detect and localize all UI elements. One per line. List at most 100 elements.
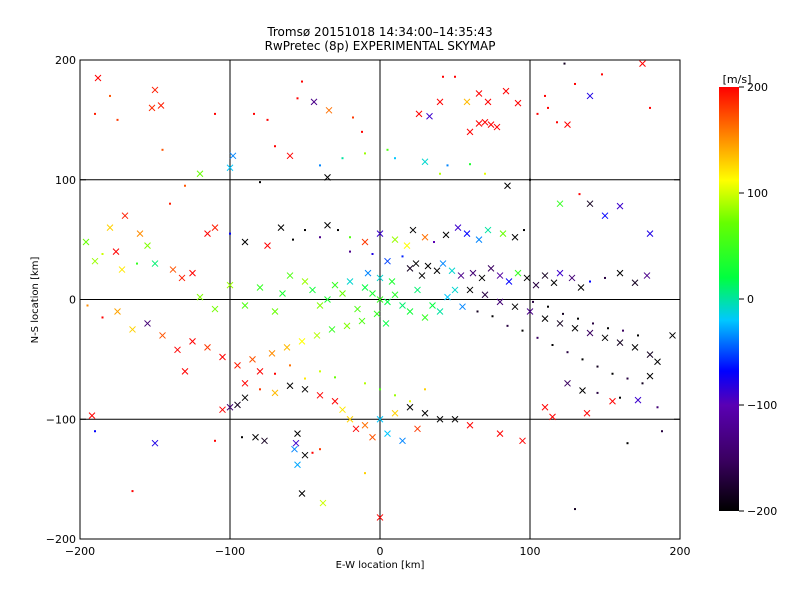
data-point-x [298,338,306,345]
colorbar-tick-label: −100 [747,399,777,412]
data-point-dot [544,94,546,97]
data-point-x [457,272,465,279]
data-point-dot [596,365,599,368]
data-point-x [316,302,324,309]
data-point-x [421,158,429,166]
data-point-x [499,230,507,237]
data-point-x [294,461,301,469]
data-point-dot [364,472,366,475]
data-point-x [301,385,309,393]
data-point-dot [349,236,351,239]
data-point-x [487,265,495,272]
data-point-x [376,274,384,282]
data-point-x [412,260,420,267]
data-point-x [226,164,234,172]
data-point-dot [521,329,524,332]
data-point-x [556,320,564,327]
data-point-dot [656,406,659,409]
data-point-dot [622,329,624,332]
data-point-x [324,221,331,229]
data-point-x [514,269,522,277]
data-point-x [436,415,444,423]
data-point-dot [566,351,569,354]
data-point-x [369,433,376,441]
data-point-x [298,490,306,497]
data-point-x [328,326,336,333]
data-point-dot [311,451,314,454]
data-point-x [211,305,219,313]
data-point-x [601,212,609,220]
colorbar-tick-label: 200 [747,81,768,94]
data-point-x [463,230,471,237]
data-point-x [219,353,226,361]
data-point-dot [604,276,606,279]
data-point-dot [116,118,119,121]
data-point-dot [94,112,96,115]
data-point-dot [259,388,261,391]
data-point-x [159,332,166,339]
data-point-dot [274,372,276,375]
data-point-x [249,356,256,363]
data-point-dot [319,164,321,167]
data-point-x [91,257,99,265]
data-point-x [550,279,558,287]
data-point-x [301,451,309,459]
data-point-x [418,272,426,279]
data-point-dot [131,490,134,493]
data-point-x [292,439,300,447]
colorbar-tick-label: −200 [747,505,777,518]
data-point-dot [484,172,486,175]
data-point-dot [592,322,594,325]
data-point-dot [361,130,363,133]
data-point-dot [169,202,171,205]
data-point-x [291,445,298,453]
data-point-x [564,121,571,129]
data-point-x [369,290,376,297]
data-point-x [343,322,351,330]
data-point-x [256,284,264,291]
data-point-x [112,248,120,255]
data-point-dot [562,312,564,315]
data-point-dot [574,508,576,511]
data-point-dot [319,448,321,451]
data-point-x [151,439,159,447]
data-point-x [586,329,594,337]
data-point-x [118,266,126,273]
data-point-dot [229,232,231,235]
data-point-dot [101,316,104,319]
data-point-x [196,293,204,301]
data-point-dot [379,388,381,391]
data-point-x [286,272,294,279]
data-point-x [226,281,234,289]
y-tick-label: −200 [46,533,76,546]
data-point-x [361,421,369,429]
data-point-x [451,286,459,294]
data-point-x [475,120,483,127]
data-point-dot [109,94,111,97]
data-point-x [346,278,354,285]
data-point-x [556,200,564,208]
y-tick-label: 200 [55,54,76,67]
data-point-x [646,351,654,358]
data-point-x [579,387,586,394]
data-point-dot [626,377,629,380]
data-point-x [234,362,241,369]
data-point-x [616,339,624,346]
data-point-dot [607,327,609,330]
data-point-dot [349,250,351,253]
data-point-dot [266,118,269,121]
data-point-dot [601,73,603,76]
data-point-dot [161,148,164,151]
x-tick-label: 200 [670,545,691,558]
data-point-x [358,317,366,325]
data-point-x [241,379,249,387]
data-point-x [475,90,483,97]
data-point-dot [136,262,138,265]
data-point-dot [253,112,255,115]
data-point-x [129,326,136,333]
data-point-x [252,433,259,441]
data-point-x [331,281,339,289]
data-point-x [609,397,616,405]
data-point-dot [536,336,539,339]
data-point-dot [529,178,531,181]
